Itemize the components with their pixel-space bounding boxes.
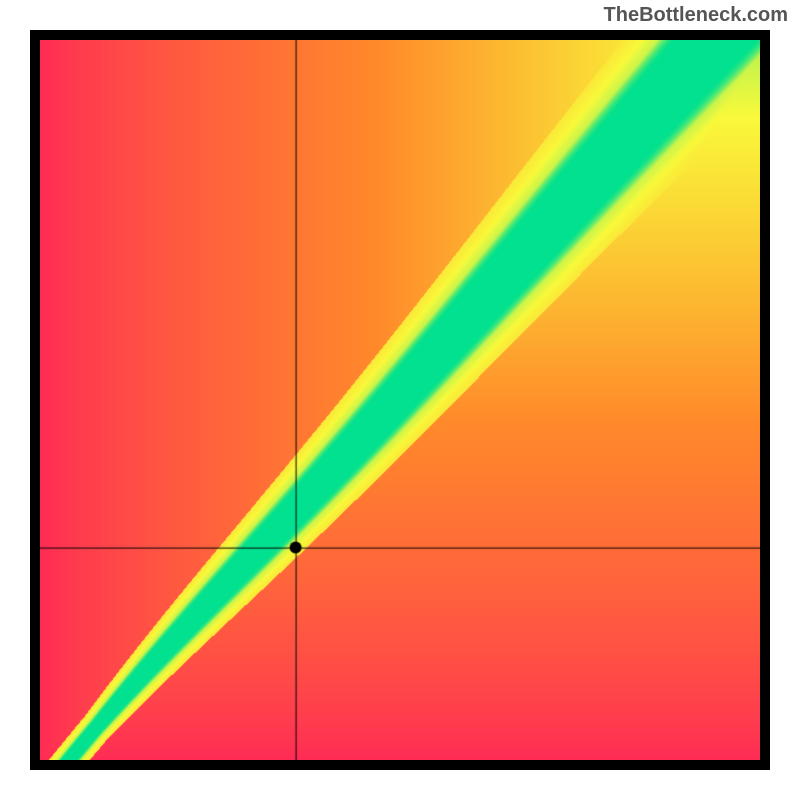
plot-frame [30,30,770,770]
bottleneck-heatmap [40,40,760,760]
plot-area [40,40,760,760]
attribution-text: TheBottleneck.com [604,4,788,27]
